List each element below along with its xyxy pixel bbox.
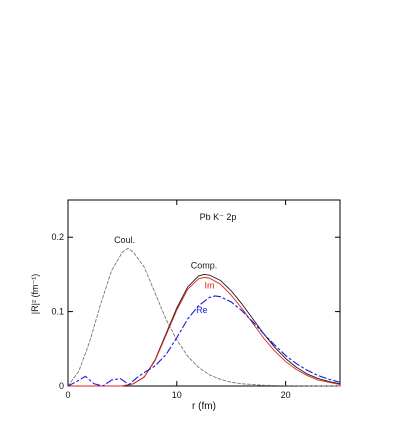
x-tick-label: 10 [172, 390, 182, 400]
x-tick-label: 20 [281, 390, 291, 400]
series-line-coul [67, 247, 341, 387]
annotation-comp: Comp. [191, 260, 218, 270]
y-tick-label: 0.1 [51, 307, 64, 317]
chart-title: Pb K⁻ 2p [200, 212, 237, 222]
annotations: Coul. Comp. Im Re [114, 235, 217, 315]
x-ticks: 0 10 20 [65, 200, 291, 400]
y-axis-label: |R|² (fm⁻¹) [30, 274, 40, 314]
annotation-im: Im [204, 281, 214, 291]
annotation-re: Re [196, 305, 208, 315]
x-tick-label: 0 [65, 390, 70, 400]
series-line-re [67, 295, 341, 387]
annotation-coul: Coul. [114, 235, 135, 245]
y-tick-label: 0.2 [51, 232, 64, 242]
x-axis-label: r (fm) [192, 401, 216, 412]
y-tick-label: 0 [59, 381, 64, 391]
series-line-im [67, 276, 341, 387]
series-line-comp [67, 273, 341, 387]
series-lines [67, 247, 341, 387]
plot-frame [67, 199, 341, 387]
